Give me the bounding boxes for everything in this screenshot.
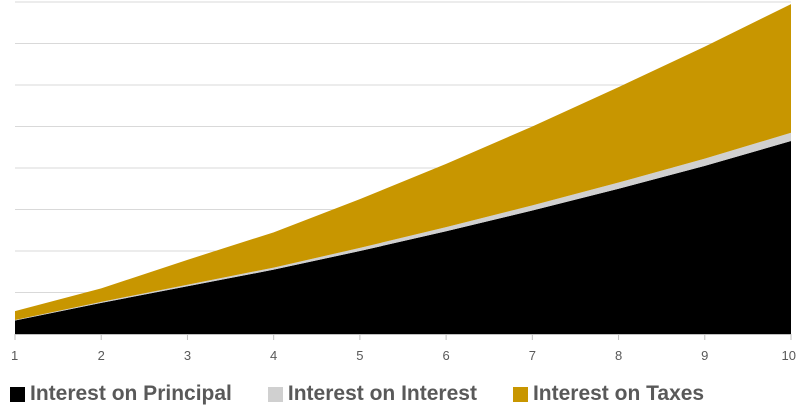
legend-item-principal: Interest on Principal — [10, 382, 232, 406]
legend-item-interest: Interest on Interest — [267, 382, 477, 406]
legend-item-taxes: Interest on Taxes — [512, 382, 705, 406]
legend-swatch-interest — [267, 386, 283, 402]
x-axis: 1 2 3 4 5 6 7 8 9 10 — [11, 334, 796, 363]
legend-label-principal: Interest on Principal — [30, 382, 232, 405]
legend: Interest on Principal Interest on Intere… — [10, 382, 704, 406]
area-series-layer — [15, 4, 791, 334]
x-tick-label: 1 — [11, 348, 18, 363]
x-tick-label: 2 — [98, 348, 105, 363]
legend-swatch-taxes — [512, 386, 528, 402]
x-tick-label: 9 — [701, 348, 708, 363]
x-tick-label: 10 — [782, 348, 796, 363]
area-series-interest-on-principal — [15, 141, 791, 334]
x-tick-label: 8 — [615, 348, 622, 363]
legend-swatch-principal — [10, 386, 25, 402]
legend-label-taxes: Interest on Taxes — [532, 382, 705, 405]
x-tick-label: 4 — [270, 348, 277, 363]
x-tick-label: 5 — [356, 348, 363, 363]
legend-label-interest: Interest on Interest — [287, 382, 477, 405]
x-tick-label: 7 — [529, 348, 536, 363]
x-tick-label: 6 — [442, 348, 449, 363]
x-tick-label: 3 — [184, 348, 191, 363]
area-series-interest-on-taxes — [15, 4, 791, 320]
chart-plot: 1 2 3 4 5 6 7 8 9 10 — [11, 1, 796, 363]
